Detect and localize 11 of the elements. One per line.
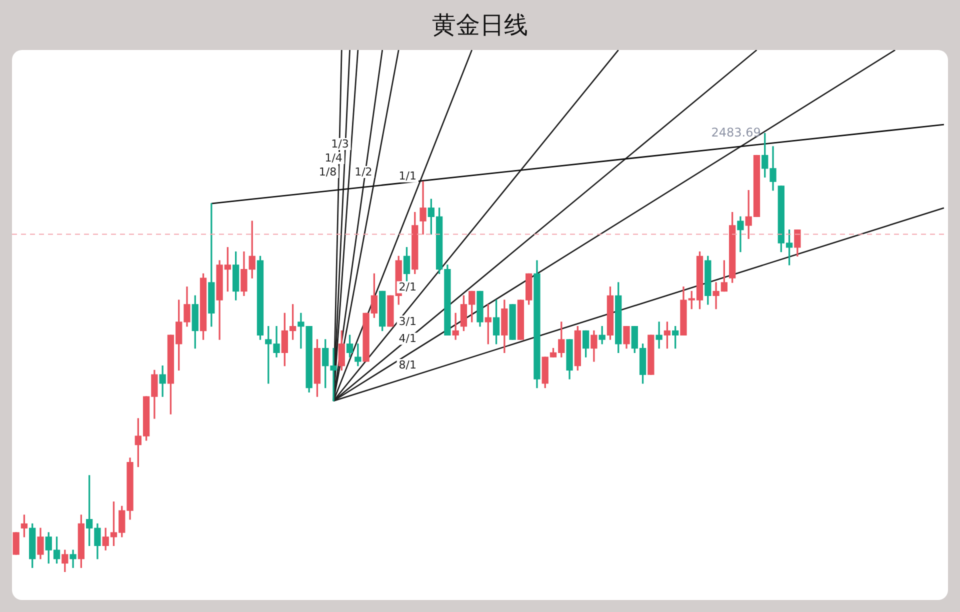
series-label: 1/8 [318,165,337,178]
series-label: 1/2 [354,165,372,178]
series-label: 8/1 [398,358,416,372]
series-label: 1/1 [398,170,416,183]
series-label: 2/1 [398,280,416,294]
series-label: 1/3 [331,137,349,150]
series-label: 4/1 [398,332,416,346]
series-label: 3/1 [398,314,416,328]
series-label: 1/4 [324,151,342,164]
annotation: 2483.69 [711,125,761,140]
chart-title: 黄金日线 [431,10,529,41]
